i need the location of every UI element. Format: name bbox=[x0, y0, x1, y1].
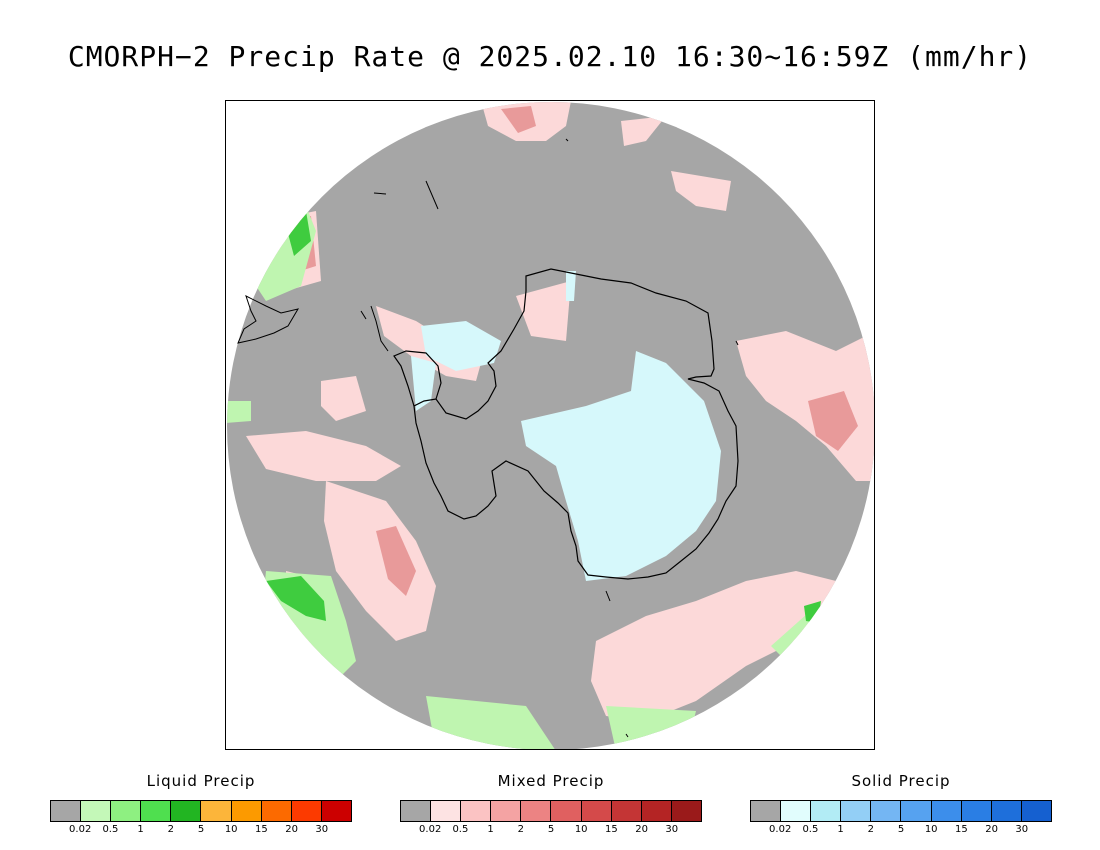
mixed-precip-area bbox=[621, 116, 666, 146]
legend-swatch bbox=[751, 801, 782, 821]
liquid-precip-core bbox=[266, 576, 326, 621]
legend-swatch bbox=[871, 801, 902, 821]
legend-swatch bbox=[321, 801, 351, 821]
legend-swatch bbox=[491, 801, 522, 821]
legend-tick-label: 15 bbox=[255, 824, 268, 835]
legend-tick-labels: 0.02 0.5 1 2 5 10 15 20 30 bbox=[750, 824, 1052, 840]
legend-tick-label: 2 bbox=[867, 824, 874, 835]
legend-swatch bbox=[401, 801, 432, 821]
legend-tick-label: 15 bbox=[605, 824, 618, 835]
legend-title: Liquid Precip bbox=[146, 772, 256, 790]
legend-tick-label: 15 bbox=[955, 824, 968, 835]
legend-tick-label: 0.02 bbox=[419, 824, 442, 835]
antarctic-peninsula-coastline bbox=[393, 350, 442, 407]
liquid-precip-area bbox=[606, 706, 696, 749]
legend-swatch bbox=[551, 801, 582, 821]
mixed-precip-area bbox=[321, 376, 366, 421]
legend-tick-label: 2 bbox=[167, 824, 174, 835]
legend-tick-label: 10 bbox=[224, 824, 238, 835]
legend-swatches bbox=[50, 800, 352, 822]
mixed-precip-area bbox=[246, 431, 401, 481]
antarctic-precip-map bbox=[227, 102, 874, 749]
legend-swatch bbox=[931, 801, 962, 821]
legend-tick-label: 0.5 bbox=[102, 824, 119, 835]
legend-swatch bbox=[901, 801, 932, 821]
legend-swatch bbox=[521, 801, 552, 821]
legend-tick-labels: 0.02 0.5 1 2 5 10 15 20 30 bbox=[50, 824, 352, 840]
solid-precip-area bbox=[521, 351, 721, 581]
legend-tick-label: 0.5 bbox=[452, 824, 469, 835]
legend-swatch bbox=[431, 801, 462, 821]
mixed-precip-core bbox=[808, 391, 858, 451]
liquid-precip-area bbox=[227, 401, 251, 423]
polar-map-panel bbox=[225, 100, 875, 750]
legend-swatch bbox=[671, 801, 701, 821]
legend-tick-label: 0.02 bbox=[69, 824, 92, 835]
legend-tick-labels: 0.02 0.5 1 2 5 10 15 20 30 bbox=[400, 824, 702, 840]
legend-title: Mixed Precip bbox=[497, 772, 605, 790]
legend-swatch bbox=[581, 801, 612, 821]
legend-tick-label: 0.02 bbox=[769, 824, 792, 835]
legend-swatches bbox=[400, 800, 702, 822]
legend-tick-label: 5 bbox=[197, 824, 205, 835]
legend-tick-label: 30 bbox=[315, 824, 329, 835]
legend-tick-label: 20 bbox=[635, 824, 648, 835]
legend-tick-label: 5 bbox=[547, 824, 555, 835]
liquid-precip-legend: Liquid Precip 0.02 0.5 1 2 5 10 15 20 30 bbox=[50, 770, 352, 840]
legend-tick-label: 1 bbox=[837, 824, 844, 835]
legend-swatch bbox=[291, 801, 322, 821]
mixed-precip-area bbox=[324, 481, 436, 641]
legend-swatch bbox=[171, 801, 202, 821]
legend-swatch bbox=[781, 801, 812, 821]
legend-swatch bbox=[461, 801, 492, 821]
south-america-coastline bbox=[237, 295, 300, 344]
mixed-precip-core bbox=[376, 526, 416, 596]
antarctica-coastline bbox=[413, 268, 739, 580]
legend-tick-label: 1 bbox=[487, 824, 494, 835]
antarctic-peninsula-coastline bbox=[360, 305, 389, 352]
legend-title: Solid Precip bbox=[851, 772, 951, 790]
legend-swatch bbox=[991, 801, 1022, 821]
legend-swatch bbox=[51, 801, 82, 821]
legend-tick-label: 2 bbox=[517, 824, 524, 835]
legend-tick-label: 30 bbox=[665, 824, 679, 835]
chart-title: CMORPH−2 Precip Rate @ 2025.02.10 16:30~… bbox=[67, 40, 1033, 73]
mixed-precip-area bbox=[591, 571, 836, 721]
legend-tick-label: 0.5 bbox=[802, 824, 819, 835]
solid-precip-legend: Solid Precip 0.02 0.5 1 2 5 10 15 20 30 bbox=[750, 770, 1052, 840]
legend-swatch bbox=[841, 801, 872, 821]
legend-swatch bbox=[231, 801, 262, 821]
legend-swatch bbox=[111, 801, 142, 821]
legend-tick-label: 10 bbox=[924, 824, 938, 835]
legend-swatch bbox=[141, 801, 172, 821]
mixed-precip-area bbox=[516, 281, 571, 341]
solid-precip-area bbox=[566, 271, 576, 301]
legend-swatch bbox=[811, 801, 842, 821]
solid-precip-area bbox=[421, 321, 501, 371]
legend-swatch bbox=[1021, 801, 1051, 821]
mixed-precip-area bbox=[671, 171, 731, 211]
legend-tick-label: 5 bbox=[897, 824, 905, 835]
mixed-precip-legend: Mixed Precip 0.02 0.5 1 2 5 10 15 20 30 bbox=[400, 770, 702, 840]
legend-tick-label: 30 bbox=[1015, 824, 1029, 835]
legend-swatch bbox=[201, 801, 232, 821]
legend-swatch bbox=[641, 801, 672, 821]
legend-swatch bbox=[611, 801, 642, 821]
legend-tick-label: 20 bbox=[985, 824, 998, 835]
legend-swatch bbox=[261, 801, 292, 821]
island-coastline bbox=[373, 138, 739, 738]
mixed-precip-core bbox=[501, 106, 536, 133]
solid-precip-area bbox=[411, 356, 436, 411]
precip-fields bbox=[227, 102, 874, 749]
legend-swatch bbox=[81, 801, 112, 821]
legend-swatch bbox=[961, 801, 992, 821]
legend-tick-label: 1 bbox=[137, 824, 144, 835]
legend-tick-label: 20 bbox=[285, 824, 298, 835]
legend-swatches bbox=[750, 800, 1052, 822]
legend-tick-label: 10 bbox=[574, 824, 588, 835]
